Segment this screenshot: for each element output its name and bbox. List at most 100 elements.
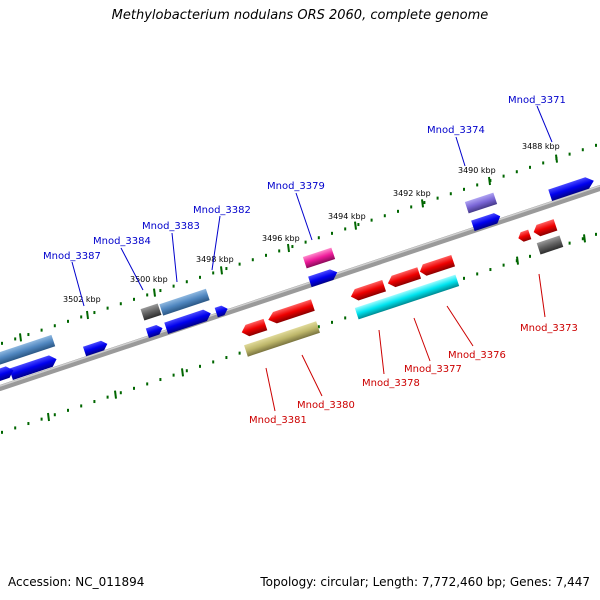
scale-tick [542, 161, 545, 165]
scale-tick [119, 391, 122, 395]
reverse-strand-genes [240, 219, 564, 357]
scale-tick [185, 369, 188, 373]
genome-backbone [0, 185, 600, 391]
scale-tick [265, 253, 267, 257]
kbp-label: 3498 kbp [196, 255, 234, 264]
scale-tick [80, 315, 83, 319]
scale-tick [93, 400, 96, 404]
gene-arrow[interactable] [164, 308, 212, 334]
gene-arrow[interactable] [82, 339, 109, 357]
scale-tick [251, 258, 254, 262]
scale-tick [595, 143, 597, 147]
gene-label[interactable]: Mnod_3377 [404, 364, 462, 375]
map-title: Methylobacterium nodulans ORS 2060, comp… [111, 8, 489, 23]
kbp-label: 3492 kbp [393, 189, 431, 198]
gene-label[interactable]: Mnod_3380 [297, 400, 355, 411]
gene-label[interactable]: Mnod_3382 [193, 205, 251, 216]
gene-arrow[interactable] [349, 279, 387, 302]
gene-label[interactable]: Mnod_3384 [93, 236, 151, 247]
scale-major-tick [583, 234, 586, 243]
gene-arrow[interactable] [354, 274, 460, 320]
scale-tick [502, 174, 505, 178]
scale-tick [93, 311, 96, 315]
scale-tick [212, 271, 215, 275]
gene-label[interactable]: Mnod_3374 [427, 125, 485, 136]
scale-major-tick [114, 390, 117, 399]
gene-label[interactable]: Mnod_3387 [43, 251, 101, 262]
scale-tick [199, 275, 201, 279]
gene-arrow[interactable] [244, 321, 320, 357]
forward-callouts [71, 105, 553, 307]
gene-arrow[interactable] [517, 229, 532, 243]
scale-tick [119, 302, 122, 306]
scale-tick [225, 267, 228, 271]
scale-tick [502, 263, 505, 267]
gene-label[interactable]: Mnod_3373 [520, 323, 578, 334]
gene-label[interactable]: Mnod_3381 [249, 415, 307, 426]
scale-tick [106, 306, 109, 310]
scale-tick [133, 297, 135, 301]
gene-label[interactable]: Mnod_3378 [362, 378, 420, 389]
scale-tick [146, 293, 149, 297]
scale-tick [581, 148, 584, 152]
scale-tick [40, 328, 43, 332]
gene-arrow[interactable] [532, 219, 558, 238]
gene-arrow[interactable] [308, 268, 339, 288]
gene-arrow[interactable] [145, 323, 164, 338]
gene-arrow[interactable] [214, 304, 230, 318]
gene-label[interactable]: Mnod_3379 [267, 181, 325, 192]
scale-tick [172, 373, 175, 377]
scale-tick [476, 183, 479, 187]
scale-tick [159, 378, 162, 382]
scale-tick [80, 404, 83, 408]
gene-arrow[interactable] [418, 254, 456, 277]
scale-tick [225, 356, 228, 360]
gene-arrow[interactable] [548, 175, 595, 201]
scale-tick [212, 360, 215, 364]
gene-arrow[interactable] [9, 353, 58, 381]
gene-arrow[interactable] [471, 212, 502, 232]
scale-major-tick [220, 266, 223, 275]
scale-tick [383, 214, 386, 218]
gene-arrow[interactable] [140, 303, 162, 321]
scale-major-tick [181, 368, 184, 377]
scale-major-tick [153, 288, 156, 297]
scale-tick [185, 280, 188, 284]
scale-tick [238, 351, 241, 355]
gene-arrow[interactable] [240, 318, 268, 338]
scale-tick [344, 316, 347, 320]
gene-arrow[interactable] [0, 365, 15, 384]
scale-tick [397, 209, 399, 213]
scale-tick [238, 262, 241, 266]
gene-arrow[interactable] [159, 288, 210, 316]
gene-label[interactable]: Mnod_3371 [508, 95, 566, 106]
scale-major-tick [555, 154, 558, 163]
scale-tick [344, 227, 347, 231]
gene-label[interactable]: Mnod_3383 [142, 221, 200, 232]
scale-tick [67, 319, 69, 323]
scale-tick [146, 382, 149, 386]
scale-major-tick [287, 243, 290, 253]
scale-tick [133, 386, 135, 390]
scale-tick [476, 272, 479, 276]
accession-text: Accession: NC_011894 [8, 575, 145, 589]
scale-major-tick [516, 256, 519, 265]
scale-tick [199, 364, 201, 368]
kbp-label: 3496 kbp [262, 234, 300, 243]
gene-arrow[interactable] [302, 247, 336, 269]
gene-label[interactable]: Mnod_3376 [448, 350, 506, 361]
gene-arrow[interactable] [386, 267, 422, 289]
gene-arrow[interactable] [266, 299, 315, 325]
gene-arrow[interactable] [0, 334, 56, 367]
scale-tick [581, 237, 584, 241]
scale-tick [53, 413, 56, 417]
scale-tick [449, 192, 452, 196]
scale-tick [14, 426, 17, 430]
scale-tick [278, 249, 281, 253]
scale-tick [27, 333, 30, 337]
topology-text: Topology: circular; Length: 7,772,460 bp… [260, 575, 590, 589]
scale-major-tick [86, 310, 89, 320]
scale-tick [410, 205, 413, 209]
gene-arrow[interactable] [464, 192, 498, 214]
gene-arrow[interactable] [536, 235, 564, 255]
